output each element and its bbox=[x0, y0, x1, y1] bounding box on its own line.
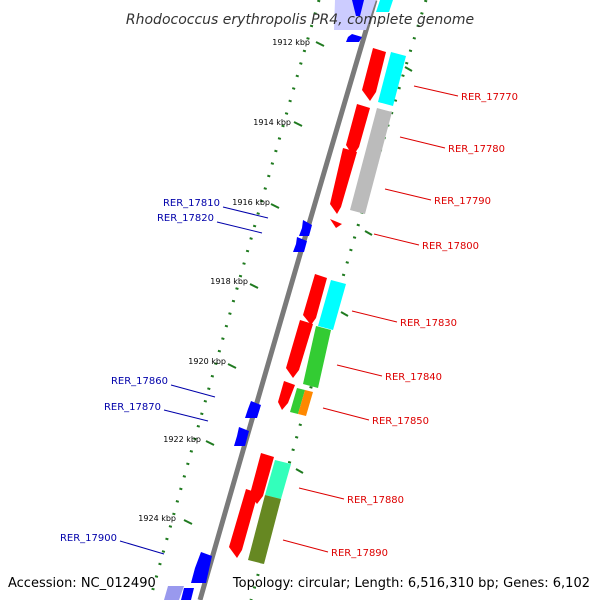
kbp-label: 1914 kbp bbox=[253, 118, 291, 127]
forward-leader-lines bbox=[282, 85, 459, 553]
leader-line bbox=[413, 85, 459, 97]
cds-arrow-rer-17790[interactable] bbox=[330, 148, 357, 214]
category-bar-green[interactable] bbox=[303, 326, 331, 388]
category-bar-gray[interactable] bbox=[350, 108, 392, 214]
category-bar-aquamarine[interactable] bbox=[265, 460, 291, 499]
leader-line bbox=[322, 407, 370, 421]
cds-arrow-partial bbox=[181, 588, 194, 600]
leader-line bbox=[170, 384, 216, 398]
map-title: Rhodococcus erythropolis PR4, complete g… bbox=[126, 12, 474, 28]
leader-line bbox=[399, 136, 446, 149]
gene-label-rer-17860[interactable]: RER_17860 bbox=[111, 376, 168, 387]
leader-line bbox=[298, 487, 345, 500]
gene-label-rer-17800[interactable]: RER_17800 bbox=[422, 241, 479, 252]
gene-label-rer-17810[interactable]: RER_17810 bbox=[163, 198, 220, 209]
gene-label-rer-17880[interactable]: RER_17880 bbox=[347, 495, 404, 506]
outer-tick bbox=[404, 66, 413, 72]
leader-line bbox=[373, 233, 420, 246]
gene-feature-partial bbox=[164, 586, 184, 600]
inner-track-guide bbox=[148, 0, 321, 600]
category-bar-orange[interactable] bbox=[298, 390, 313, 416]
outer-tick bbox=[295, 468, 304, 474]
cds-arrow-rer-17830[interactable] bbox=[303, 274, 327, 325]
genome-summary-text: Topology: circular; Length: 6,516,310 bp… bbox=[232, 576, 590, 591]
kbp-tick bbox=[293, 121, 303, 127]
outer-tick bbox=[340, 311, 349, 317]
gene-label-rer-17850[interactable]: RER_17850 bbox=[372, 416, 429, 427]
reverse-cds-features bbox=[191, 220, 312, 583]
kbp-label: 1920 kbp bbox=[188, 357, 226, 366]
cds-arrow-rer-17840[interactable] bbox=[286, 320, 313, 378]
cds-arrow-partial bbox=[376, 0, 393, 12]
cds-arrow-rer-17880[interactable] bbox=[250, 453, 274, 504]
category-bar-green[interactable] bbox=[290, 388, 305, 414]
cds-arrow-rer-17800[interactable] bbox=[330, 219, 342, 228]
scale-ticks bbox=[183, 41, 413, 525]
gene-label-rer-17790[interactable]: RER_17790 bbox=[434, 196, 491, 207]
leader-line bbox=[282, 539, 329, 553]
gene-label-rer-17840[interactable]: RER_17840 bbox=[385, 372, 442, 383]
cds-arrow-rer-17820[interactable] bbox=[293, 237, 307, 252]
kbp-label: 1918 kbp bbox=[210, 277, 248, 286]
kbp-label: 1912 kbp bbox=[272, 38, 310, 47]
category-bar-olive[interactable] bbox=[248, 495, 281, 564]
cds-arrow-rer-17890[interactable] bbox=[229, 489, 258, 558]
leader-line bbox=[351, 310, 398, 323]
kbp-tick bbox=[315, 41, 325, 47]
kbp-tick bbox=[249, 283, 259, 289]
cds-arrow-rer-17770[interactable] bbox=[362, 48, 386, 101]
cds-arrow-rer-17810[interactable] bbox=[299, 220, 312, 236]
cds-arrow-rer-17850[interactable] bbox=[278, 381, 295, 410]
reverse-leader-lines bbox=[119, 206, 269, 555]
outer-tick bbox=[364, 230, 373, 236]
cds-arrow-rer-17900[interactable] bbox=[191, 552, 212, 583]
genome-backbone bbox=[197, 0, 378, 600]
partial-genes-bottom bbox=[164, 586, 194, 600]
gene-label-rer-17770[interactable]: RER_17770 bbox=[461, 92, 518, 103]
function-category-features bbox=[248, 52, 406, 564]
category-bar-cyan[interactable] bbox=[318, 280, 346, 330]
gene-label-rer-17900[interactable]: RER_17900 bbox=[60, 533, 117, 544]
gene-label-rer-17780[interactable]: RER_17780 bbox=[448, 144, 505, 155]
kbp-label: 1924 kbp bbox=[138, 514, 176, 523]
gene-label-rer-17820[interactable]: RER_17820 bbox=[157, 213, 214, 224]
leader-line bbox=[216, 221, 263, 234]
cds-arrow-rer-17780[interactable] bbox=[346, 104, 370, 156]
kbp-tick bbox=[270, 203, 280, 209]
gene-label-rer-17870[interactable]: RER_17870 bbox=[104, 402, 161, 413]
reverse-gene-labels: RER_17810 RER_17820 RER_17860 RER_17870 … bbox=[60, 198, 220, 544]
accession-text: Accession: NC_012490 bbox=[8, 576, 156, 591]
category-bar-cyan[interactable] bbox=[378, 52, 406, 106]
cds-arrow-partial bbox=[352, 0, 364, 16]
kbp-tick bbox=[227, 363, 237, 369]
leader-line bbox=[163, 409, 209, 422]
kbp-label: 1916 kbp bbox=[232, 198, 270, 207]
forward-cds-features bbox=[229, 48, 386, 558]
cds-arrow-reverse bbox=[346, 34, 362, 42]
forward-gene-labels: RER_17770 RER_17780 RER_17790 RER_17800 … bbox=[331, 92, 518, 559]
leader-line bbox=[222, 206, 269, 219]
kbp-tick bbox=[205, 440, 215, 446]
scale-labels: 1912 kbp 1914 kbp 1916 kbp 1918 kbp 1920… bbox=[138, 38, 310, 523]
leader-line bbox=[119, 540, 165, 555]
gene-feature-partial bbox=[334, 0, 376, 30]
kbp-label: 1922 kbp bbox=[163, 435, 201, 444]
partial-genes-top bbox=[334, 0, 393, 42]
gene-label-rer-17830[interactable]: RER_17830 bbox=[400, 318, 457, 329]
leader-line bbox=[336, 364, 383, 377]
kbp-tick bbox=[183, 519, 193, 525]
cds-arrow-rer-17860[interactable] bbox=[245, 401, 261, 418]
cds-arrow-rer-17870[interactable] bbox=[234, 427, 249, 446]
gene-label-rer-17890[interactable]: RER_17890 bbox=[331, 548, 388, 559]
leader-line bbox=[384, 188, 432, 201]
